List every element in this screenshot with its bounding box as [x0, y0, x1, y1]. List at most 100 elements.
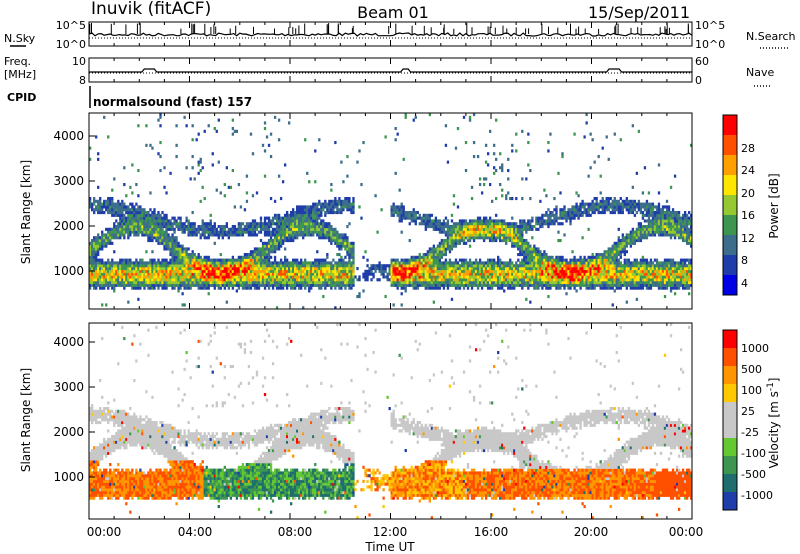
power-cell [207, 233, 210, 237]
power-cell [129, 278, 132, 282]
power-cell [521, 239, 524, 243]
power-cell [599, 272, 602, 276]
power-cell [163, 239, 166, 243]
power-cell [324, 236, 327, 240]
power-cell [255, 225, 259, 229]
power-cell [525, 225, 528, 229]
power-cell [141, 267, 144, 271]
power-cell [151, 216, 154, 220]
power-cell [332, 281, 335, 285]
power-cell [213, 275, 216, 279]
power-cell [454, 258, 458, 262]
power-cell [221, 261, 224, 265]
power-cell [358, 205, 361, 209]
power-cell [501, 272, 504, 276]
power-cell [541, 258, 544, 262]
power-cell [205, 278, 208, 282]
power-cell [515, 261, 518, 265]
power-cell [454, 230, 458, 234]
power-cell [464, 267, 468, 271]
power-cell [312, 222, 315, 226]
power-cell [279, 267, 283, 271]
power-cell [513, 286, 516, 290]
power-cell [300, 230, 303, 234]
power-cell [294, 258, 297, 262]
power-cell [245, 272, 249, 276]
power-cell [557, 264, 560, 268]
power-cell [525, 269, 528, 273]
power-cell [446, 244, 450, 248]
power-cell [203, 275, 206, 279]
power-cell [197, 171, 200, 175]
power-cell [555, 269, 558, 273]
power-cell [468, 281, 472, 285]
power-cell [466, 236, 470, 240]
power-cell [125, 222, 128, 226]
power-cell [424, 227, 427, 231]
power-cell [434, 281, 438, 285]
power-cell [215, 230, 218, 234]
power-cell [336, 264, 339, 268]
power-cell [398, 272, 401, 276]
power-cell [603, 272, 606, 276]
power-cell [336, 261, 339, 265]
power-cell [396, 208, 399, 212]
power-cell [173, 278, 176, 282]
power-cell [253, 222, 257, 226]
power-cell [474, 283, 478, 287]
power-cell [557, 261, 560, 265]
power-cell [277, 233, 281, 237]
power-cell [468, 115, 472, 119]
power-cell [525, 241, 528, 245]
power-cell [507, 157, 510, 161]
power-cell [515, 222, 518, 226]
power-cell [247, 233, 251, 237]
power-cell [318, 278, 321, 282]
power-cell [167, 261, 170, 265]
power-cell [446, 281, 450, 285]
power-cell [525, 297, 528, 301]
power-cell [462, 222, 466, 226]
power-cell [495, 222, 498, 226]
power-cell [440, 278, 444, 282]
power-cell [275, 244, 279, 248]
power-cell [125, 272, 128, 276]
power-cell [101, 281, 104, 285]
power-cell [97, 283, 100, 287]
power-cell [340, 233, 343, 237]
power-cell [241, 233, 245, 237]
power-cell [326, 208, 329, 212]
power-cell [113, 225, 116, 229]
power-cell [107, 261, 110, 265]
power-cell [320, 258, 323, 262]
power-cell [380, 267, 383, 271]
power-cell [476, 233, 480, 237]
power-cell [482, 272, 486, 276]
power-cell [388, 278, 391, 282]
power-cell [292, 208, 295, 212]
power-cell [328, 239, 331, 243]
power-cell [175, 244, 178, 248]
power-cell [95, 283, 98, 287]
power-cell [310, 219, 313, 223]
power-cell [109, 272, 112, 276]
power-cell [424, 253, 427, 257]
power-cell [535, 222, 538, 226]
power-cell [185, 264, 188, 268]
power-cell [585, 258, 588, 262]
power-cell [561, 283, 564, 287]
power-cell [185, 261, 188, 265]
power-cell [350, 255, 353, 259]
power-cell [422, 269, 425, 273]
power-cell [452, 225, 456, 229]
power-cell [450, 213, 454, 217]
power-cell [139, 230, 142, 234]
power-cell [155, 225, 158, 229]
power-cell [139, 208, 142, 212]
power-cell [513, 283, 516, 287]
power-cell [310, 275, 313, 279]
power-cell [95, 236, 98, 240]
power-cell [233, 278, 237, 282]
power-cell [468, 222, 472, 226]
power-cell [484, 261, 488, 265]
